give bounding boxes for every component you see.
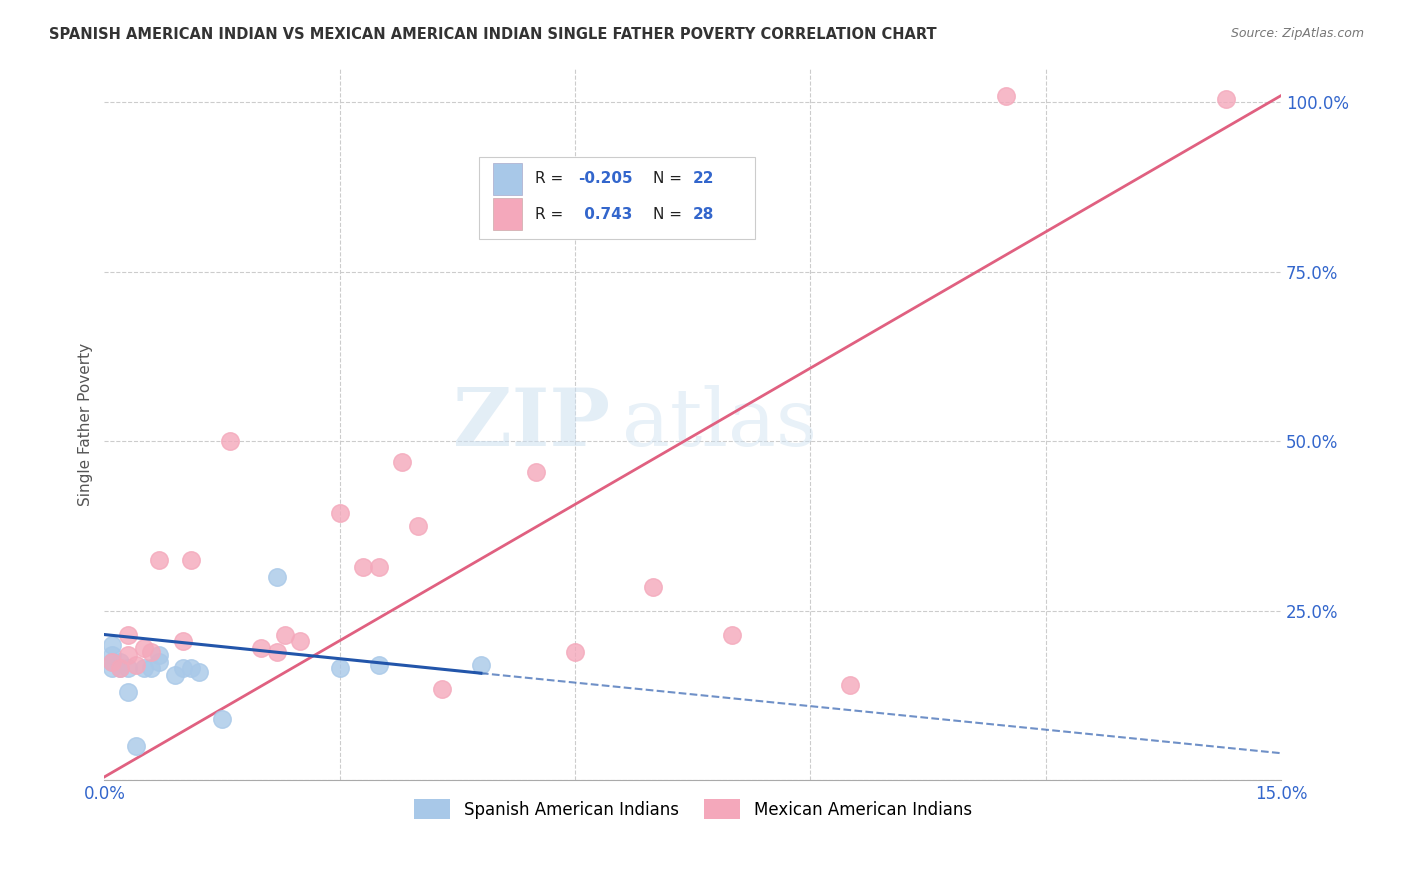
Text: ZIP: ZIP [453, 385, 610, 464]
Point [108, 655, 131, 669]
Point [132, 661, 155, 675]
Point [290, 634, 312, 648]
Point [108, 661, 131, 675]
Point [180, 661, 202, 675]
Point [721, 627, 744, 641]
Text: 22: 22 [693, 171, 714, 186]
Point [266, 570, 288, 584]
Text: -0.205: -0.205 [578, 171, 633, 186]
Point [141, 644, 163, 658]
Text: atlas: atlas [621, 385, 817, 464]
Point [274, 627, 297, 641]
Point [329, 506, 352, 520]
Point [470, 658, 492, 673]
Point [101, 655, 124, 669]
Bar [492, 198, 522, 230]
Point [352, 559, 374, 574]
Point [172, 634, 194, 648]
Point [211, 712, 233, 726]
Point [1215, 92, 1237, 106]
Point [367, 658, 389, 673]
Point [148, 553, 170, 567]
Text: R =: R = [536, 207, 568, 222]
Point [172, 661, 194, 675]
Point [643, 580, 665, 594]
Point [163, 668, 186, 682]
Point [219, 434, 242, 449]
Text: 28: 28 [693, 207, 714, 222]
Text: 0.743: 0.743 [578, 207, 631, 222]
Y-axis label: Single Father Poverty: Single Father Poverty [79, 343, 93, 506]
Bar [492, 163, 522, 194]
Point [838, 678, 860, 692]
Point [180, 553, 202, 567]
Point [101, 648, 124, 662]
Point [148, 648, 170, 662]
Point [117, 685, 139, 699]
FancyBboxPatch shape [478, 158, 755, 239]
Point [141, 661, 163, 675]
Legend: Spanish American Indians, Mexican American Indians: Spanish American Indians, Mexican Americ… [406, 793, 979, 825]
Point [391, 455, 413, 469]
Point [101, 638, 124, 652]
Point [125, 658, 148, 673]
Text: Source: ZipAtlas.com: Source: ZipAtlas.com [1230, 27, 1364, 40]
Point [101, 655, 124, 669]
Point [524, 465, 547, 479]
Point [250, 641, 273, 656]
Point [117, 648, 139, 662]
Text: N =: N = [652, 171, 686, 186]
Text: N =: N = [652, 207, 686, 222]
Point [367, 559, 389, 574]
Point [564, 644, 586, 658]
Point [430, 681, 453, 696]
Point [132, 641, 155, 656]
Text: SPANISH AMERICAN INDIAN VS MEXICAN AMERICAN INDIAN SINGLE FATHER POVERTY CORRELA: SPANISH AMERICAN INDIAN VS MEXICAN AMERI… [49, 27, 936, 42]
Point [995, 88, 1018, 103]
Point [266, 644, 288, 658]
Point [117, 661, 139, 675]
Point [101, 661, 124, 675]
Point [125, 739, 148, 754]
Text: R =: R = [536, 171, 568, 186]
Point [406, 519, 429, 533]
Point [117, 627, 139, 641]
Point [187, 665, 209, 679]
Point [108, 661, 131, 675]
Point [148, 655, 170, 669]
Point [329, 661, 352, 675]
